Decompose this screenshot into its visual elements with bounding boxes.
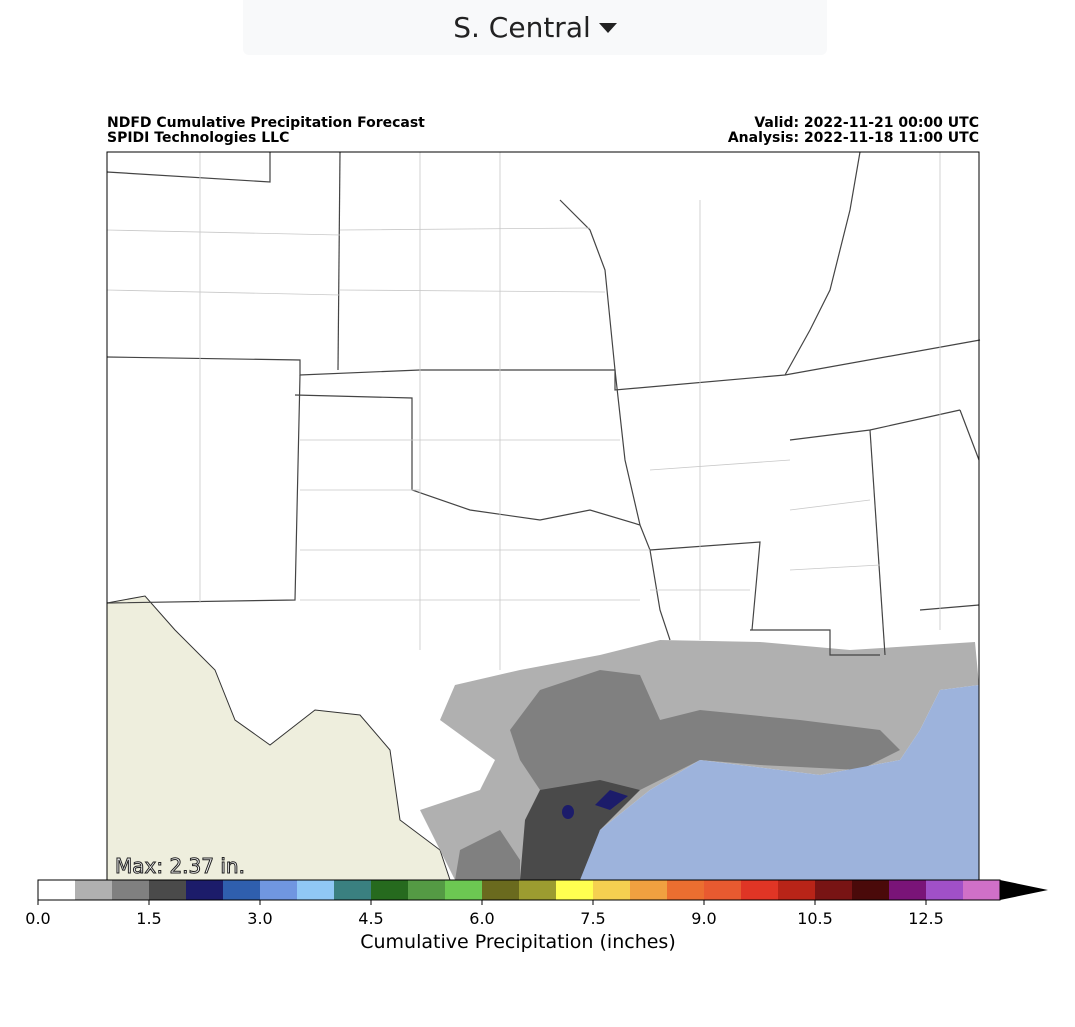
colorbar-segment [778, 880, 815, 900]
colorbar-tick-label: 0.0 [25, 909, 50, 928]
colorbar-tick-label: 4.5 [358, 909, 383, 928]
colorbar-segment [519, 880, 556, 900]
mexico [106, 595, 451, 881]
colorbar-segment [445, 880, 482, 900]
colorbar-label: Cumulative Precipitation (inches) [360, 931, 676, 953]
colorbar-segment [408, 880, 445, 900]
colorbar-outline [37, 879, 1001, 901]
max-label: Max: 2.37 in. [115, 854, 245, 878]
colorbar-tick-label: 7.5 [580, 909, 605, 928]
colorbar-segment [260, 880, 297, 900]
county-borders [106, 152, 941, 670]
colorbar-tick-label: 12.5 [908, 909, 944, 928]
colorbar-segment [223, 880, 260, 900]
colorbar-segment [371, 880, 408, 900]
colorbar-segment [482, 880, 519, 900]
colorbar-segment [704, 880, 741, 900]
precip-max-2 [562, 805, 574, 819]
colorbar-segment [38, 880, 75, 900]
gulf [580, 685, 979, 880]
colorbar-tick-label: 1.5 [136, 909, 161, 928]
colorbar-segment [334, 880, 371, 900]
page: S. Central NDFD Cumulative Precipitation… [25, 0, 1048, 953]
colorbar-segment [630, 880, 667, 900]
colorbar-segment [297, 880, 334, 900]
colorbar-segment [556, 880, 593, 900]
title: NDFD Cumulative Precipitation Forecast [107, 115, 425, 131]
colorbar-segment [593, 880, 630, 900]
colorbar-segment [75, 880, 112, 900]
colorbar-segment [741, 880, 778, 900]
org: SPIDI Technologies LLC [107, 130, 289, 146]
map: Max: 2.37 in. [106, 151, 981, 881]
colorbar-tick-label: 9.0 [691, 909, 716, 928]
colorbar-segment [963, 880, 1000, 900]
colorbar-segment [889, 880, 926, 900]
colorbar-segment [149, 880, 186, 900]
state-borders [106, 151, 981, 656]
colorbar: 0.0 1.5 3.0 4.5 6.0 7.5 9.0 10.5 12.5 [25, 879, 1048, 928]
map-figure: NDFD Cumulative Precipitation Forecast S… [25, 115, 1048, 953]
analysis-time: Analysis: 2022-11-18 11:00 UTC [728, 130, 979, 146]
colorbar-segment [926, 880, 963, 900]
colorbar-segment [667, 880, 704, 900]
colorbar-tick-label: 6.0 [469, 909, 494, 928]
colorbar-segment [186, 880, 223, 900]
valid-time: Valid: 2022-11-21 00:00 UTC [754, 115, 979, 131]
dropdown-label: S. Central [453, 11, 591, 44]
caret [598, 22, 617, 33]
colorbar-extend [1000, 880, 1048, 900]
colorbar-segment [852, 880, 889, 900]
colorbar-tick-label: 3.0 [247, 909, 272, 928]
region-dropdown[interactable]: S. Central [243, 0, 827, 55]
colorbar-segment [815, 880, 852, 900]
precip-max [595, 790, 628, 810]
colorbar-segment [112, 880, 149, 900]
colorbar-tick-label: 10.5 [797, 909, 833, 928]
precip-mid-2 [455, 830, 520, 880]
